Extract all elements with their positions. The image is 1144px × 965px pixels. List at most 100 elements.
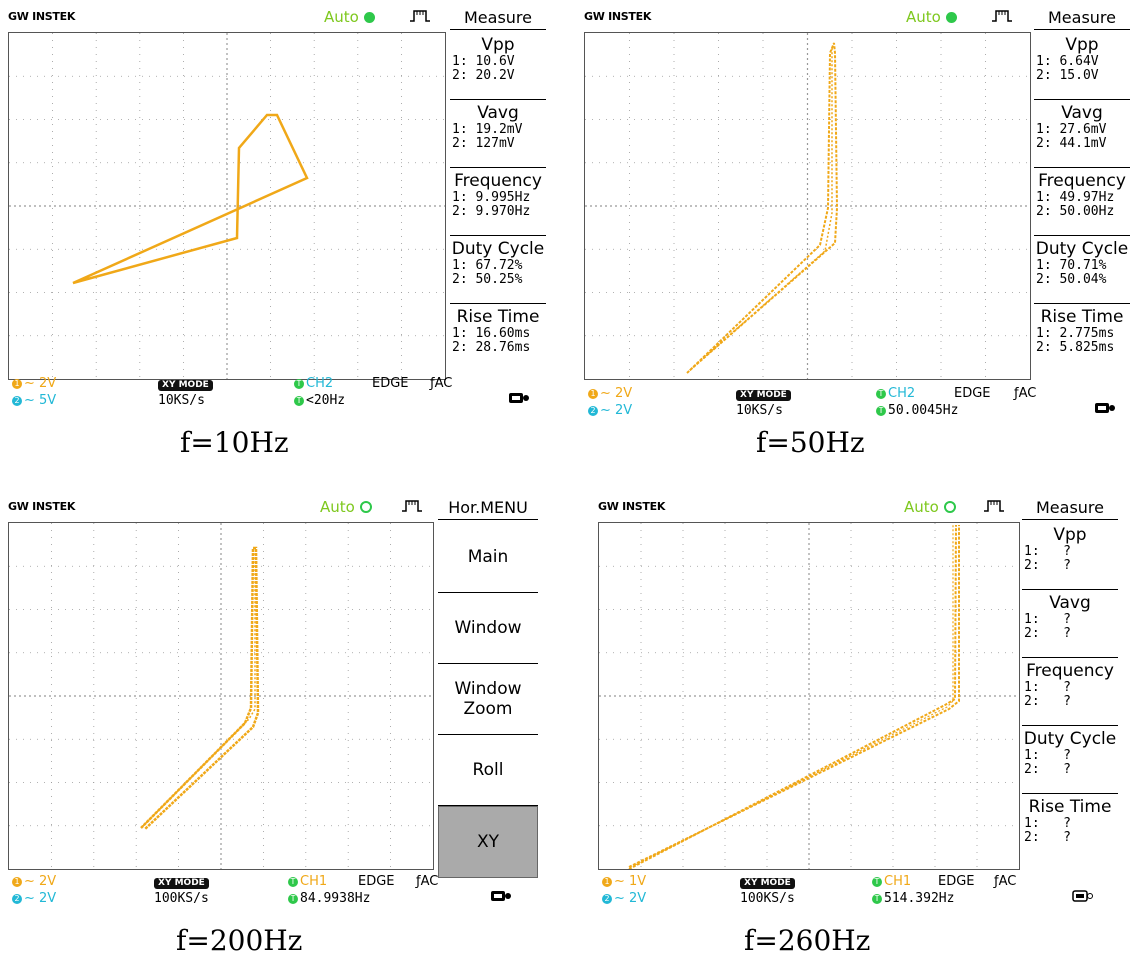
menu-item-roll[interactable]: Roll xyxy=(438,735,538,806)
ch1-scale: 1 ~ 2V xyxy=(588,386,632,402)
measure-vavg[interactable]: Vavg 1: 27.6mV 2: 44.1mV xyxy=(1034,100,1130,168)
ch2-value: 2: ? xyxy=(1024,762,1071,777)
measure-vpp[interactable]: Vpp 1: ? 2: ? xyxy=(1022,522,1118,590)
caption-50hz: f=50Hz xyxy=(756,426,865,459)
trigger-type: EDGE xyxy=(372,376,409,391)
trigger-status: Auto xyxy=(906,8,957,26)
measure-name: Vavg xyxy=(1061,103,1103,123)
measure-vavg[interactable]: Vavg 1: ? 2: ? xyxy=(1022,590,1118,658)
measure-name: Vavg xyxy=(1049,593,1091,613)
trigger-frequency: T 514.392Hz xyxy=(872,891,954,907)
measure-frequency[interactable]: Frequency 1: 49.97Hz 2: 50.00Hz xyxy=(1034,168,1130,236)
ch1-value: 1: 6.64V xyxy=(1036,54,1099,69)
graticule-grid xyxy=(599,523,1019,869)
xy-mode-badge: XY MODE xyxy=(158,376,213,392)
menu-title: Measure xyxy=(1034,8,1130,30)
measure-rise-time[interactable]: Rise Time 1: ? 2: ? xyxy=(1022,794,1118,861)
trigger-dot-icon xyxy=(363,12,375,23)
ch2-value: 2: ? xyxy=(1024,626,1071,641)
scope-panel-260hz: GW INSTEK Auto Measure Vpp 1: ? 2: ? Vavg 1… xyxy=(598,496,1144,916)
ch2-value: 2: 50.25% xyxy=(452,272,523,287)
ch1-icon: 1 xyxy=(12,877,22,887)
rising-edge-icon: ƒ xyxy=(1014,386,1019,401)
ch2-value: 2: 15.0V xyxy=(1036,68,1099,83)
trigger-mode-label: Auto xyxy=(324,8,359,26)
ch2-value: 2: 127mV xyxy=(452,136,515,151)
measure-vavg[interactable]: Vavg 1: 19.2mV 2: 127mV xyxy=(450,100,546,168)
menu-item-xy[interactable]: XY xyxy=(438,806,538,878)
measure-duty-cycle[interactable]: Duty Cycle 1: ? 2: ? xyxy=(1022,726,1118,794)
ch1-value: 1: 9.995Hz xyxy=(452,190,531,205)
sample-rate: 100KS/s xyxy=(154,891,209,906)
trigger-frequency: T <20Hz xyxy=(294,393,345,409)
menu-item-window-zoom[interactable]: Window Zoom xyxy=(438,664,538,735)
menu-item-window[interactable]: Window xyxy=(438,593,538,664)
ch2-scale-value: 2V xyxy=(615,403,633,418)
ch1-value: 1: 27.6mV xyxy=(1036,122,1107,137)
graticule-grid xyxy=(9,523,433,869)
brand-logo: GW INSTEK xyxy=(8,10,76,23)
ch1-value: 1: ? xyxy=(1024,680,1071,695)
graticule-grid xyxy=(585,33,1030,379)
measure-rise-time[interactable]: Rise Time 1: 2.775ms 2: 5.825ms xyxy=(1034,304,1130,371)
menu-title: Measure xyxy=(1022,498,1118,520)
trigger-icon: T xyxy=(288,894,298,904)
measure-name: Vpp xyxy=(1053,525,1087,545)
measure-vpp[interactable]: Vpp 1: 10.6V 2: 20.2V xyxy=(450,32,546,100)
brand-logo: GW INSTEK xyxy=(584,10,652,23)
trigger-icon: T xyxy=(872,877,882,887)
measure-duty-cycle[interactable]: Duty Cycle 1: 67.72% 2: 50.25% xyxy=(450,236,546,304)
measure-panel[interactable]: Vpp 1: 10.6V 2: 20.2V Vavg 1: 19.2mV 2: 127m… xyxy=(450,32,546,371)
coupling: ƒAC xyxy=(1014,386,1037,401)
measure-frequency[interactable]: Frequency 1: ? 2: ? xyxy=(1022,658,1118,726)
ch1-icon: 1 xyxy=(602,877,612,887)
trigger-pulse-icon xyxy=(990,8,1014,28)
trigger-type: EDGE xyxy=(358,874,395,889)
ch2-value: 2: ? xyxy=(1024,558,1071,573)
measure-vpp[interactable]: Vpp 1: 6.64V 2: 15.0V xyxy=(1034,32,1130,100)
trigger-status: Auto xyxy=(904,498,956,516)
trigger-frequency: T 50.0045Hz xyxy=(876,403,958,419)
scope-panel-10hz: GW INSTEK Auto Measure Vpp 1: 10.6V 2: 20.… xyxy=(8,6,560,426)
trigger-icon: T xyxy=(872,894,882,904)
measure-panel[interactable]: Vpp 1: ? 2: ? Vavg 1: ? 2: ? Frequency 1: ? 2:… xyxy=(1022,522,1118,861)
measure-rise-time[interactable]: Rise Time 1: 16.60ms 2: 28.76ms xyxy=(450,304,546,371)
horizontal-menu: Main Window Window Zoom Roll XY xyxy=(438,522,538,878)
ch2-icon: 2 xyxy=(588,406,598,416)
measure-duty-cycle[interactable]: Duty Cycle 1: 70.71% 2: 50.04% xyxy=(1034,236,1130,304)
status-bar: 1 ~ 2V 2 ~ 5V XY MODE 10KS/s T CH2 EDGE ƒAC… xyxy=(12,376,542,410)
waveform-screen xyxy=(598,522,1020,870)
ch1-value: 1: 49.97Hz xyxy=(1036,190,1115,205)
measure-name: Rise Time xyxy=(1040,307,1124,327)
measure-frequency[interactable]: Frequency 1: 9.995Hz 2: 9.970Hz xyxy=(450,168,546,236)
trigger-pulse-icon xyxy=(982,498,1006,518)
ch2-scale-value: 2V xyxy=(629,891,647,906)
ch1-value: 1: 2.775ms xyxy=(1036,326,1115,341)
xy-trace xyxy=(140,546,260,830)
measure-name: Vavg xyxy=(477,103,519,123)
sample-rate: 100KS/s xyxy=(740,891,795,906)
ch2-scale-value: 5V xyxy=(39,393,57,408)
ch1-value: 1: ? xyxy=(1024,748,1071,763)
xy-mode-badge: XY MODE xyxy=(154,874,209,890)
ch1-scale: 1 ~ 2V xyxy=(12,874,56,890)
ch1-scale-value: 2V xyxy=(39,376,57,391)
trigger-pulse-icon xyxy=(408,8,432,28)
menu-item-main[interactable]: Main xyxy=(438,522,538,593)
caption-200hz: f=200Hz xyxy=(176,924,303,957)
ch1-value: 1: ? xyxy=(1024,612,1071,627)
ch2-icon: 2 xyxy=(12,894,22,904)
waveform-screen xyxy=(584,32,1031,380)
usb-icon xyxy=(1094,401,1116,420)
trigger-mode-label: Auto xyxy=(904,498,939,516)
ch1-scale-value: 2V xyxy=(615,386,633,401)
trigger-pulse-icon xyxy=(400,498,424,518)
trigger-icon: T xyxy=(294,396,304,406)
ch1-value: 1: ? xyxy=(1024,544,1071,559)
measure-panel[interactable]: Vpp 1: 6.64V 2: 15.0V Vavg 1: 27.6mV 2: 44.1… xyxy=(1034,32,1130,371)
measure-name: Duty Cycle xyxy=(451,239,545,259)
sample-rate: 10KS/s xyxy=(158,393,205,408)
menu-title: Hor.MENU xyxy=(438,498,538,520)
ch2-scale: 2 ~ 5V xyxy=(12,393,56,409)
trigger-dot-icon xyxy=(943,501,956,513)
